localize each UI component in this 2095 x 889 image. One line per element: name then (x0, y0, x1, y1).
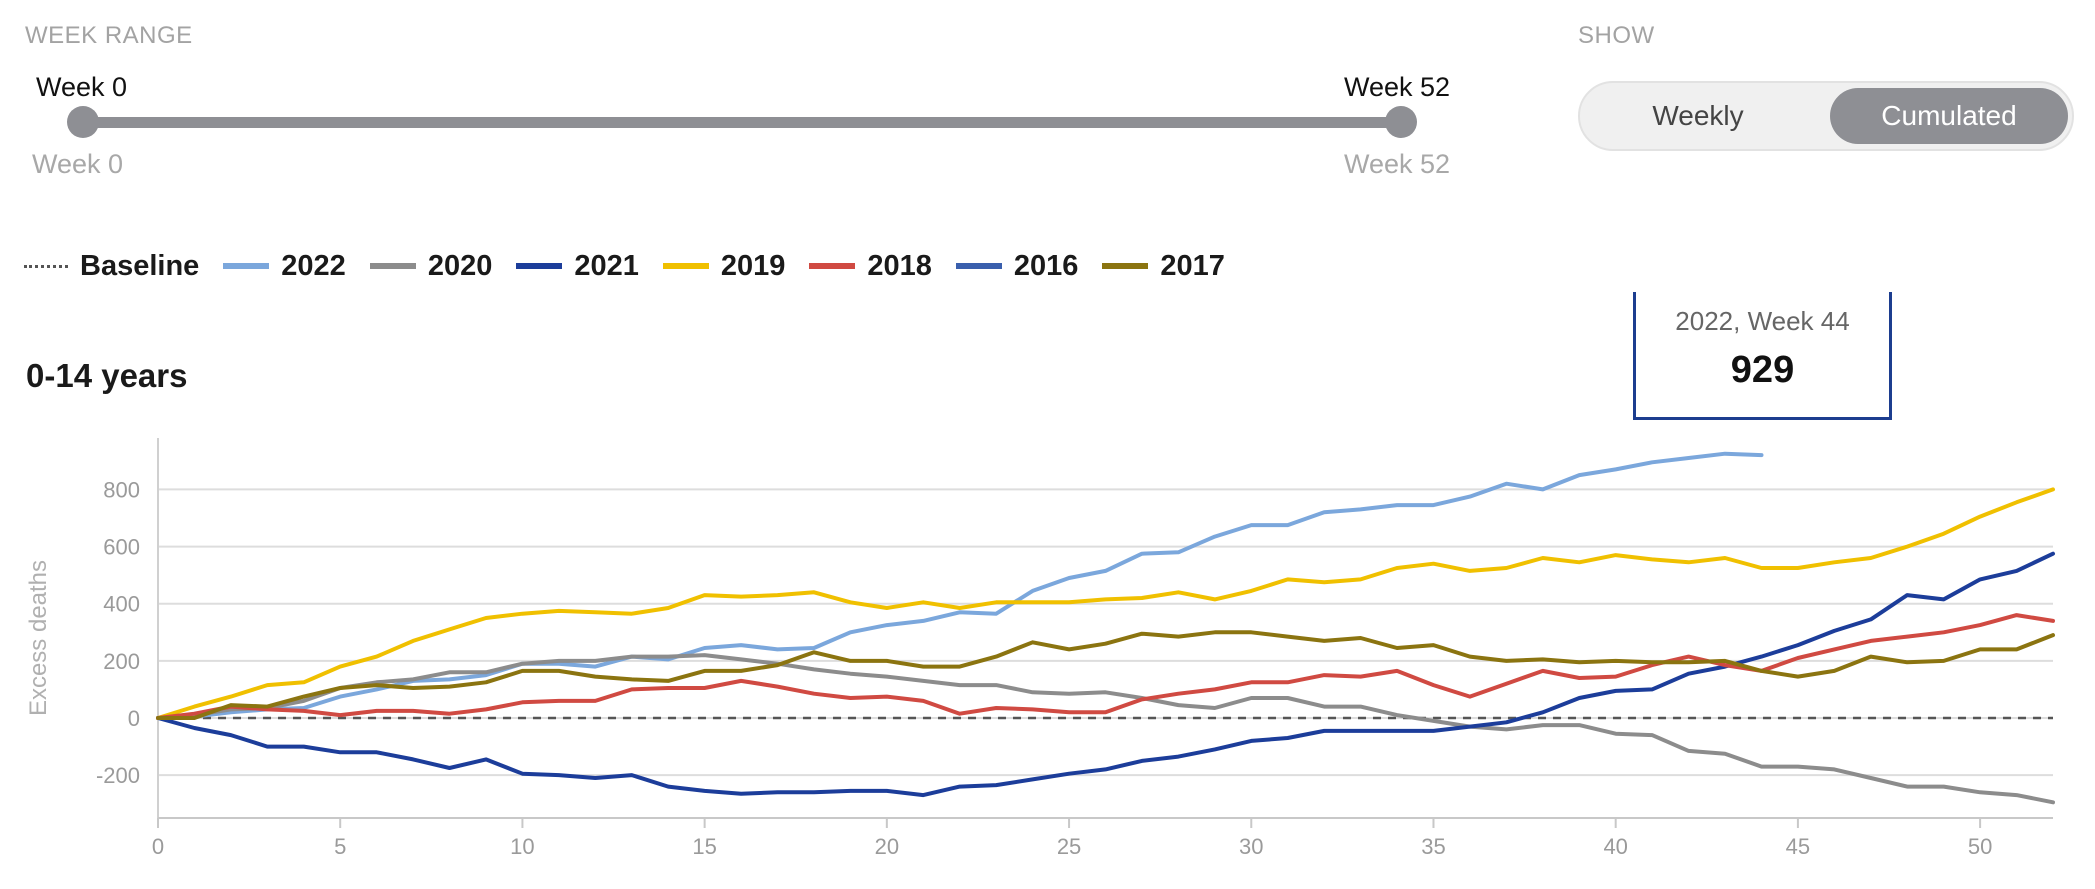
range-max-handle-label: Week 52 (1344, 72, 1451, 102)
series-line-2017 (156, 630, 2055, 720)
y-tick-label: -200 (96, 763, 140, 788)
legend-label: 2022 (281, 249, 346, 282)
legend-item-2018[interactable]: 2018 (809, 250, 932, 283)
legend-label: Baseline (80, 249, 200, 282)
legend-swatch (809, 263, 856, 269)
toggle-weekly-option[interactable]: Weekly (1652, 100, 1744, 131)
legend-item-baseline[interactable]: Baseline (24, 250, 199, 283)
toggle-cumulated-option[interactable]: Cumulated (1830, 88, 2068, 144)
legend-label: 2016 (1013, 249, 1079, 282)
x-tick-label: 50 (1968, 834, 1992, 859)
x-tick-label: 35 (1421, 834, 1445, 859)
week-range-label: WEEK RANGE (25, 22, 193, 49)
x-tick-label: 15 (692, 834, 716, 859)
legend-item-2016[interactable]: 2016 (955, 249, 1079, 283)
y-tick-label: 400 (103, 592, 140, 617)
range-min-handle-label: Week 0 (36, 72, 128, 102)
legend-swatch (662, 263, 709, 269)
range-max-bound-label: Week 52 (1344, 149, 1451, 179)
legend-swatch (369, 263, 416, 269)
legend-label: 2018 (867, 249, 932, 282)
x-tick-label: 5 (334, 834, 346, 859)
legend-label: 2017 (1160, 249, 1225, 282)
y-tick-label: 200 (103, 649, 140, 674)
tooltip-value: 929 (1730, 349, 1795, 391)
legend-label: 2019 (720, 249, 786, 282)
legend-swatch (1102, 263, 1149, 269)
range-min-bound-label: Week 0 (32, 149, 124, 179)
legend-label: 2020 (427, 249, 493, 282)
legend-swatch (223, 263, 270, 269)
legend-item-2019[interactable]: 2019 (662, 249, 786, 283)
legend-item-2021[interactable]: 2021 (516, 250, 639, 283)
x-tick-label: 10 (510, 834, 534, 859)
chart-legend: Baseline 2022 2020 2021 2019 2018 2016 2017 (24, 246, 1249, 286)
y-tick-label: 600 (103, 535, 140, 560)
y-tick-label: 0 (128, 706, 140, 731)
x-tick-label: 0 (152, 834, 164, 859)
x-tick-label: 40 (1603, 834, 1627, 859)
legend-item-2020[interactable]: 2020 (369, 249, 493, 283)
legend-label: 2021 (574, 249, 639, 282)
legend-swatch (955, 263, 1002, 269)
series-line-2019 (156, 487, 2055, 720)
x-tick-label: 20 (875, 834, 899, 859)
data-tooltip: 2022, Week 44 929 (1633, 292, 1892, 420)
series-line-2018 (156, 613, 2055, 720)
show-mode-toggle[interactable]: Weekly Cumulated (1578, 81, 2074, 151)
x-tick-label: 30 (1239, 834, 1263, 859)
x-tick-label: 45 (1786, 834, 1810, 859)
x-tick-label: 25 (1057, 834, 1081, 859)
y-tick-label: 800 (103, 477, 140, 502)
week-range-slider-track[interactable] (83, 117, 1400, 128)
y-axis-title: Excess deaths (25, 560, 52, 716)
tooltip-label: 2022, Week 44 (1675, 306, 1850, 336)
week-range-min-handle[interactable] (67, 106, 99, 138)
legend-item-2017[interactable]: 2017 (1102, 250, 1225, 283)
show-label: SHOW (1578, 22, 1655, 49)
legend-swatch (24, 264, 68, 268)
series-line-2020 (156, 653, 2055, 805)
series-line-2022 (156, 451, 1764, 720)
legend-swatch (516, 263, 563, 269)
legend-item-2022[interactable]: 2022 (223, 250, 346, 283)
panel-title: 0-14 years (26, 357, 188, 394)
week-range-max-handle[interactable] (1385, 106, 1417, 138)
